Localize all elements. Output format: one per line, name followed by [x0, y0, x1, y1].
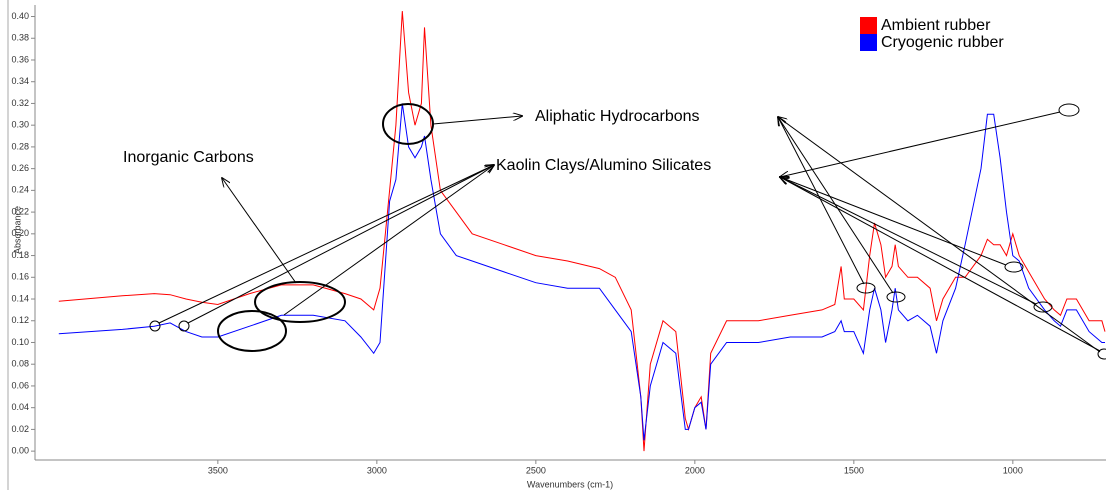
marker-circle: [178, 320, 190, 332]
marker-circle: [1058, 103, 1080, 117]
y-tick-label: 0.22: [11, 206, 29, 216]
arrow: [778, 117, 865, 285]
y-tick-label: 0.14: [11, 293, 29, 303]
series-line: [58, 103, 1105, 441]
annotation: Kaolin Clays/Alumino Silicates: [496, 157, 711, 174]
x-axis-label: Wavenumbers (cm-1): [527, 479, 613, 489]
legend-label: Ambient rubber: [881, 17, 991, 34]
legend-swatch: [860, 17, 877, 34]
y-tick-label: 0.04: [11, 402, 29, 412]
y-tick-label: 0.06: [11, 380, 29, 390]
arrow: [780, 111, 1061, 177]
arrow: [778, 117, 894, 294]
y-tick-label: 0.00: [11, 446, 29, 456]
marker-circle: [149, 320, 161, 332]
plot: [58, 11, 1106, 452]
legend-swatch: [860, 34, 877, 51]
arrow: [158, 165, 494, 324]
marker-circle: [856, 282, 876, 294]
ellipse: [382, 103, 434, 145]
legend-label: Cryogenic rubber: [881, 34, 1004, 51]
arrow: [780, 177, 1101, 352]
y-tick-label: 0.12: [11, 315, 29, 325]
x-tick-label: 2500: [526, 465, 546, 475]
arrow: [187, 165, 494, 324]
y-tick-label: 0.40: [11, 11, 29, 21]
y-tick-label: 0.20: [11, 228, 29, 238]
x-tick-label: 2000: [685, 465, 705, 475]
series-line: [58, 11, 1106, 452]
annotation: Inorganic Carbons: [123, 149, 254, 166]
y-tick-label: 0.38: [11, 33, 29, 43]
y-tick-label: 0.18: [11, 250, 29, 260]
arrow: [778, 117, 1101, 353]
annotation-shapes: [149, 103, 1106, 360]
x-tick-label: 3000: [367, 465, 387, 475]
x-tick-label: 1500: [844, 465, 864, 475]
ellipse: [217, 310, 287, 352]
y-tick-label: 0.16: [11, 272, 29, 282]
x-tick-label: 3500: [208, 465, 228, 475]
arrow: [283, 165, 494, 316]
y-tick-label: 0.26: [11, 163, 29, 173]
y-tick-label: 0.32: [11, 98, 29, 108]
y-tick-label: 0.36: [11, 54, 29, 64]
y-tick-label: 0.34: [11, 76, 29, 86]
x-tick-label: 1000: [1003, 465, 1023, 475]
y-axis-label: Absorbance: [12, 206, 22, 254]
marker-circle: [886, 291, 906, 303]
arrow: [780, 177, 1007, 266]
y-tick-label: 0.02: [11, 424, 29, 434]
arrow: [432, 116, 522, 125]
arrow: [222, 178, 297, 284]
annotation: Aliphatic Hydrocarbons: [535, 108, 700, 125]
marker-circle: [1033, 301, 1053, 313]
ellipse: [254, 281, 346, 323]
y-tick-label: 0.30: [11, 120, 29, 130]
arrow: [780, 177, 1037, 305]
y-tick-label: 0.24: [11, 185, 29, 195]
marker-circle: [1097, 348, 1106, 360]
y-tick-label: 0.28: [11, 141, 29, 151]
y-tick-label: 0.08: [11, 359, 29, 369]
marker-circle: [1004, 261, 1024, 273]
y-tick-label: 0.10: [11, 337, 29, 347]
